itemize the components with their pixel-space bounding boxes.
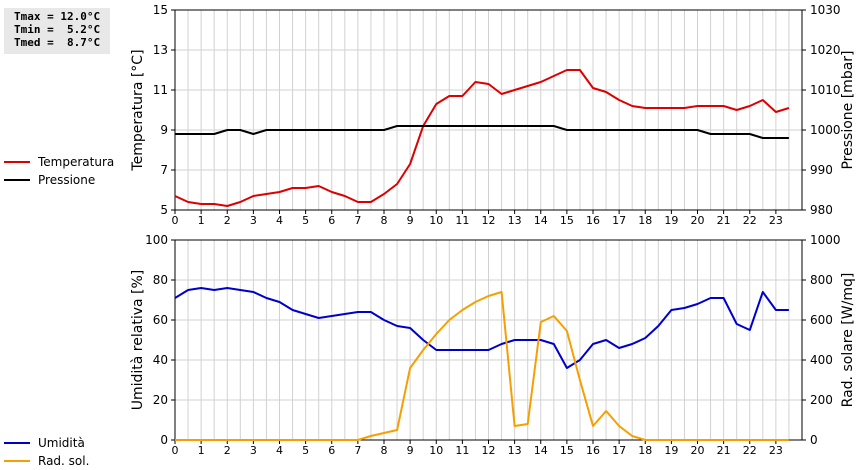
legend-item-temperature: Temperatura	[4, 153, 114, 171]
x-tick-label: 20	[691, 214, 705, 227]
y2-tick-label: 1020	[810, 43, 841, 57]
y2-tick-label: 400	[810, 353, 833, 367]
x-tick-label: 0	[172, 214, 179, 227]
x-tick-label: 12	[482, 214, 496, 227]
tmin-label: Tmin = 5.2°C	[14, 23, 101, 36]
pressure-swatch	[4, 179, 30, 181]
x-tick-label: 7	[354, 214, 361, 227]
x-tick-label: 15	[560, 214, 574, 227]
x-tick-label: 21	[717, 214, 731, 227]
x-tick-label: 19	[664, 444, 678, 457]
y2-tick-label: 1010	[810, 83, 841, 97]
y2-tick-label: 800	[810, 273, 833, 287]
y-tick-label: 13	[153, 43, 168, 57]
y-tick-label: 11	[153, 83, 168, 97]
y2-axis-label: Pressione [mbar]	[840, 50, 856, 169]
y-tick-label: 20	[153, 393, 168, 407]
tmax-label: Tmax = 12.0°C	[14, 10, 101, 23]
x-tick-label: 13	[508, 444, 522, 457]
x-tick-label: 15	[560, 444, 574, 457]
x-tick-label: 2	[224, 444, 231, 457]
stats-box: Tmax = 12.0°C Tmin = 5.2°C Tmed = 8.7°C	[4, 8, 110, 54]
legend-label-temperature: Temperatura	[38, 155, 115, 169]
x-tick-label: 14	[534, 214, 548, 227]
x-tick-label: 11	[455, 214, 469, 227]
y-tick-label: 100	[145, 233, 168, 247]
x-tick-label: 10	[429, 444, 443, 457]
x-tick-label: 23	[769, 214, 783, 227]
x-tick-label: 2	[224, 214, 231, 227]
x-tick-label: 3	[250, 214, 257, 227]
y2-tick-label: 1030	[810, 3, 841, 17]
legend-item-pressure: Pressione	[4, 171, 114, 189]
chart-0: 0 1 2 3 4 5 6 7 8 9 10 11 12 13 14 15 16 17 18 19 20 21 22 2357…	[130, 3, 856, 227]
legend-label-pressure: Pressione	[38, 173, 96, 187]
x-tick-label: 13	[508, 214, 522, 227]
y2-tick-label: 0	[810, 433, 818, 447]
x-tick-label: 16	[586, 214, 600, 227]
series-line-pressione	[175, 125, 789, 139]
legend-item-humidity: Umidità	[4, 434, 89, 452]
x-tick-label: 20	[691, 444, 705, 457]
series-line-umidit	[174, 287, 789, 369]
x-tick-label: 4	[276, 444, 283, 457]
radiation-swatch	[4, 460, 30, 462]
x-tick-label: 5	[302, 444, 309, 457]
x-tick-label: 5	[302, 214, 309, 227]
y-axis-label: Temperatura [°C]	[130, 49, 146, 171]
y-tick-label: 5	[160, 203, 168, 217]
y-tick-label: 80	[153, 273, 168, 287]
x-tick-label: 23	[769, 444, 783, 457]
x-tick-label: 8	[381, 444, 388, 457]
x-tick-label: 11	[455, 444, 469, 457]
x-tick-label: 6	[328, 214, 335, 227]
x-tick-label: 6	[328, 444, 335, 457]
x-tick-label: 10	[429, 214, 443, 227]
y2-tick-label: 1000	[810, 123, 841, 137]
x-tick-label: 18	[638, 444, 652, 457]
series-line-temperatura	[174, 69, 790, 207]
series-line-rad-sol	[175, 291, 789, 441]
y2-tick-label: 980	[810, 203, 833, 217]
x-tick-label: 0	[172, 444, 179, 457]
x-tick-label: 22	[743, 214, 757, 227]
x-tick-label: 22	[743, 444, 757, 457]
y2-tick-label: 990	[810, 163, 833, 177]
y-tick-label: 40	[153, 353, 168, 367]
y-tick-label: 15	[153, 3, 168, 17]
humidity-swatch	[4, 442, 30, 444]
x-tick-label: 8	[381, 214, 388, 227]
y2-tick-label: 1000	[810, 233, 841, 247]
temperature-swatch	[4, 161, 30, 163]
x-tick-label: 18	[638, 214, 652, 227]
y-axis-label: Umidità relativa [%]	[130, 270, 146, 411]
charts-canvas: 0 1 2 3 4 5 6 7 8 9 10 11 12 13 14 15 16 17 18 19 20 21 22 2357…	[130, 3, 856, 457]
y-tick-label: 60	[153, 313, 168, 327]
x-tick-label: 17	[612, 214, 626, 227]
x-tick-label: 19	[664, 214, 678, 227]
x-tick-label: 21	[717, 444, 731, 457]
x-tick-label: 1	[198, 214, 205, 227]
tmed-label: Tmed = 8.7°C	[14, 36, 101, 49]
x-tick-label: 9	[407, 214, 414, 227]
y2-axis-label: Rad. solare [W/mq]	[840, 273, 856, 408]
x-tick-label: 7	[354, 444, 361, 457]
x-tick-label: 9	[407, 444, 414, 457]
x-tick-label: 14	[534, 444, 548, 457]
y-tick-label: 0	[160, 433, 168, 447]
legend-top: Temperatura Pressione	[4, 153, 114, 189]
y2-tick-label: 600	[810, 313, 833, 327]
x-tick-label: 17	[612, 444, 626, 457]
x-tick-label: 12	[482, 444, 496, 457]
x-tick-label: 3	[250, 444, 257, 457]
chart-1: 0 1 2 3 4 5 6 7 8 9 10 11 12 13 14 15 16 17 18 19 20 21 22 2302…	[130, 233, 856, 457]
y2-tick-label: 200	[810, 393, 833, 407]
y-tick-label: 7	[160, 163, 168, 177]
x-tick-label: 4	[276, 214, 283, 227]
y-tick-label: 9	[160, 123, 168, 137]
x-tick-label: 16	[586, 444, 600, 457]
x-tick-label: 1	[198, 444, 205, 457]
legend-label-humidity: Umidità	[38, 436, 85, 450]
